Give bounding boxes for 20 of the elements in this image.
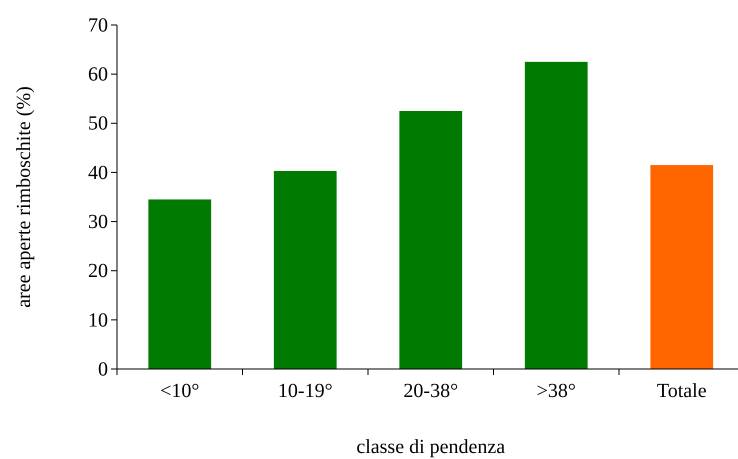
y-axis-title: aree aperte rimboschite (%): [13, 86, 35, 308]
y-tick-label: 40: [88, 162, 108, 184]
bar: [399, 111, 462, 369]
y-tick-label: 0: [98, 358, 108, 380]
y-tick-label: 50: [88, 112, 108, 135]
bar: [148, 199, 212, 369]
x-tick-label: 20-38°: [403, 380, 458, 402]
x-tick-label: 10-19°: [278, 380, 333, 402]
y-tick-label: 30: [88, 210, 108, 233]
bar: [524, 62, 588, 369]
x-tick-label: <10°: [160, 380, 200, 402]
y-tick-label: 20: [88, 260, 108, 282]
y-tick-label: 10: [88, 309, 108, 332]
x-tick-label: >38°: [536, 380, 576, 402]
y-tick-label: 60: [88, 64, 108, 86]
bar: [274, 170, 337, 369]
bar: [650, 165, 714, 369]
y-tick-label: 70: [88, 14, 108, 36]
x-tick-label: Totale: [656, 380, 707, 402]
x-axis-title: classe di pendenza: [356, 436, 506, 458]
